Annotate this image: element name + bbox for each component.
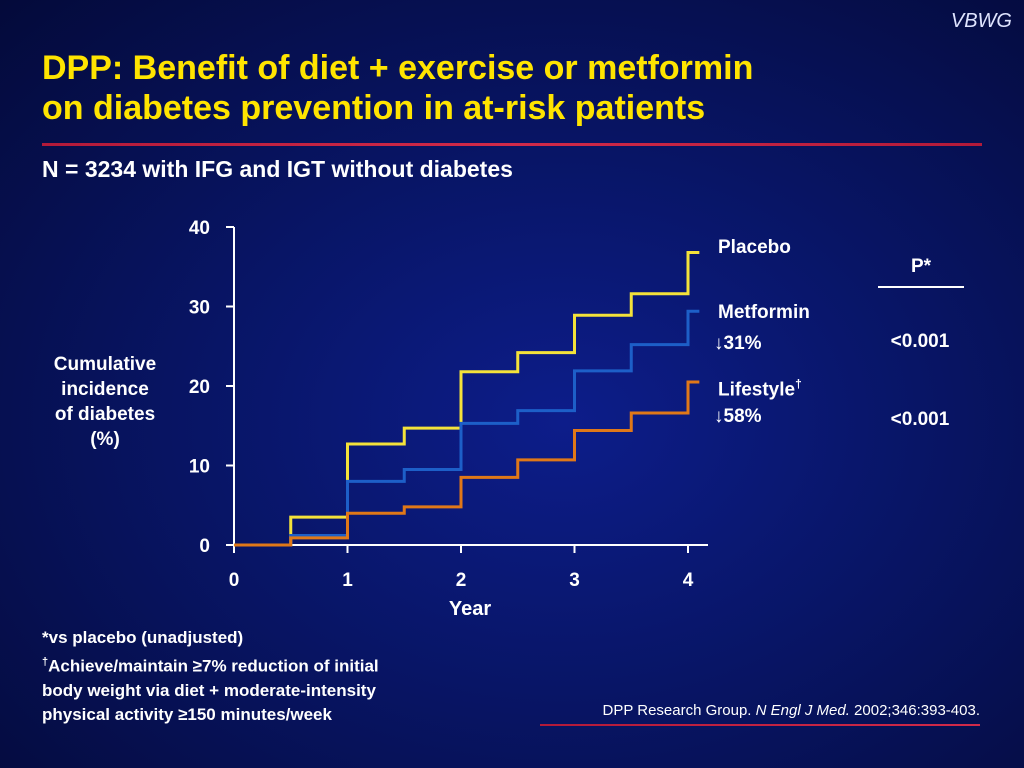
p-value-divider bbox=[878, 286, 964, 288]
x-tick-label: 1 bbox=[342, 570, 353, 591]
x-tick-label: 3 bbox=[569, 570, 580, 591]
p-value-metformin: <0.001 bbox=[890, 331, 950, 352]
title-line-1: DPP: Benefit of diet + exercise or metfo… bbox=[42, 49, 754, 87]
legend-metformin: Metformin bbox=[718, 302, 810, 323]
legend-lifestyle: Lifestyle† bbox=[718, 377, 802, 401]
subtitle: N = 3234 with IFG and IGT without diabet… bbox=[42, 156, 513, 182]
footnote-line-2: Achieve/maintain ≥7% reduction of initia… bbox=[48, 656, 379, 676]
title-line-2: on diabetes prevention in at-risk patien… bbox=[42, 89, 706, 127]
y-tick-label: 40 bbox=[189, 218, 210, 239]
x-tick-label: 0 bbox=[229, 570, 240, 591]
reference-citation: 2002;346:393-403. bbox=[854, 702, 980, 719]
y-axis-label: Cumulative incidence of diabetes (%) bbox=[53, 354, 157, 450]
footnotes: *vs placebo (unadjusted) †Achieve/mainta… bbox=[42, 626, 482, 727]
x-tick-label: 2 bbox=[456, 570, 467, 591]
reference-divider bbox=[540, 724, 980, 726]
footnote-lifestyle: †Achieve/maintain ≥7% reduction of initi… bbox=[42, 650, 482, 679]
footnote-pvalue: *vs placebo (unadjusted) bbox=[42, 628, 244, 647]
legend-placebo: Placebo bbox=[718, 237, 791, 258]
footnote-line-4: physical activity ≥150 minutes/week bbox=[42, 704, 332, 724]
dagger-mark: † bbox=[795, 377, 802, 391]
reference-authors: DPP Research Group. bbox=[602, 702, 752, 719]
y-tick-label: 30 bbox=[189, 298, 210, 319]
slide-title: DPP: Benefit of diet + exercise or metfo… bbox=[42, 48, 942, 128]
dagger-mark: † bbox=[42, 656, 49, 668]
x-tick-label: 4 bbox=[683, 570, 694, 591]
series-line-placebo bbox=[234, 250, 700, 547]
metformin-reduction-value: 31% bbox=[723, 333, 762, 354]
footnote-line-3: body weight via diet + moderate-intensit… bbox=[42, 680, 376, 700]
reference-journal: N Engl J Med. bbox=[755, 702, 850, 719]
title-divider bbox=[42, 143, 982, 146]
down-arrow-icon: ↓ bbox=[714, 333, 724, 354]
lifestyle-reduction-value: 58% bbox=[723, 406, 762, 427]
y-tick-label: 10 bbox=[189, 457, 210, 478]
metformin-reduction: ↓31% bbox=[714, 333, 762, 355]
lifestyle-reduction: ↓58% bbox=[714, 406, 762, 428]
y-tick-label: 0 bbox=[199, 536, 210, 557]
x-axis-label: Year bbox=[448, 598, 492, 620]
reference: DPP Research Group. N Engl J Med. 2002;3… bbox=[603, 702, 980, 719]
series-line-lifestyle bbox=[234, 380, 700, 547]
down-arrow-icon: ↓ bbox=[714, 406, 724, 427]
brand-label: VBWG bbox=[950, 10, 1012, 32]
legend-lifestyle-label: Lifestyle bbox=[718, 379, 796, 401]
series-line-metformin bbox=[234, 309, 700, 547]
p-value-header: P* bbox=[910, 256, 932, 277]
p-value-lifestyle: <0.001 bbox=[890, 409, 950, 430]
y-tick-label: 20 bbox=[189, 377, 210, 398]
